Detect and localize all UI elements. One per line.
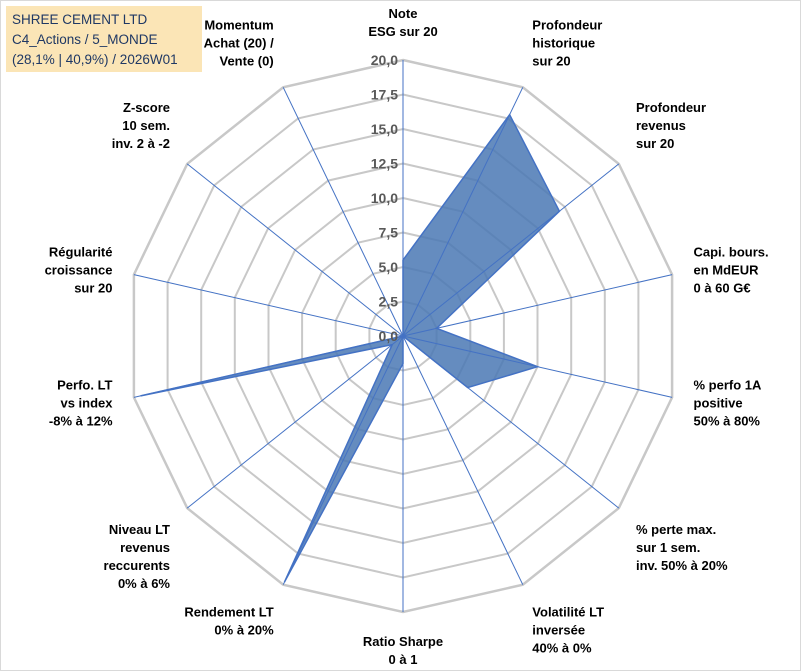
category-label-1: Profondeur historique sur 20 [532,18,602,69]
category-label-line: Capi. bours. [694,245,769,260]
category-label-line: % perte max. [636,522,716,537]
r-tick-label-0: 0,0 [379,328,399,344]
category-label-line: 0% à 20% [214,623,274,638]
category-label-line: Ratio Sharpe [363,634,443,649]
chart-title-box: SHREE CEMENT LTD C4_Actions / 5_MONDE (2… [6,6,202,72]
category-label-line: Régularité [49,245,113,260]
category-label-3: Capi. bours. en MdEUR 0 à 60 G€ [694,245,769,296]
category-label-2: Profondeur revenus sur 20 [636,100,706,151]
r-tick-label-1: 2,5 [379,294,399,310]
category-label-line: inversée [532,623,585,638]
category-labels: Note ESG sur 20 Profondeur historique sur 20… [45,6,769,667]
category-label-line: ESG sur 20 [368,24,437,39]
radar-spokes [133,60,673,612]
category-label-line: Note [389,6,418,21]
category-label-line: Achat (20) / [204,36,274,51]
category-label-line: sur 20 [532,54,570,69]
r-tick-label-6: 15,0 [371,121,398,137]
category-label-line: sur 20 [636,136,674,151]
category-label-line: Profondeur [532,18,602,33]
category-label-12: Z-score 10 sem. inv. 2 à -2 [112,100,170,151]
category-label-line: Perfo. LT [57,377,112,392]
category-label-line: Z-score [123,100,170,115]
spoke-5 [402,335,620,509]
category-label-4: % perfo 1A positive 50% à 80% [694,377,763,428]
r-tick-label-7: 17,5 [371,87,398,103]
spoke-1 [402,87,524,337]
category-label-13: Momentum Achat (20) / Vente (0) [204,18,274,69]
company-name: SHREE CEMENT LTD [12,12,148,27]
category-label-line: 50% à 80% [694,413,761,428]
category-label-line: % perfo 1A [694,377,763,392]
spoke-8 [282,335,404,585]
category-label-line: 0 à 60 G€ [694,281,751,296]
category-label-line: revenus [636,118,686,133]
category-label-line: Vente (0) [220,54,274,69]
spoke-3 [402,274,673,337]
r-tick-label-3: 7,5 [379,225,399,241]
r-tick-label-5: 12,5 [371,156,398,172]
category-label-11: Régularité croissance sur 20 [45,245,113,296]
category-label-line: Rendement LT [184,605,273,620]
category-label-line: 40% à 0% [532,641,592,656]
category-label-7: Ratio Sharpe 0 à 1 [363,634,443,667]
category-label-line: 10 sem. [122,118,170,133]
category-label-line: Volatilité LT [532,605,604,620]
category-label-9: Niveau LT revenus reccurents 0% à 6% [104,522,171,591]
radial-axis-ticks: 0,0 2,5 5,0 7,5 10,0 12,5 15,0 17,5 20,0 [371,52,398,344]
r-tick-label-4: 10,0 [371,190,398,206]
category-label-line: -8% à 12% [49,413,113,428]
period-label: (28,1% | 40,9%) / 2026W01 [12,52,178,67]
category-label-line: revenus [120,540,170,555]
category-label-line: inv. 50% à 20% [636,558,728,573]
category-label-line: Momentum [204,18,273,33]
category-label-line: Profondeur [636,100,706,115]
category-label-0: Note ESG sur 20 [368,6,437,39]
category-label-line: reccurents [104,558,170,573]
portfolio-label: C4_Actions / 5_MONDE [12,32,158,47]
category-label-line: vs index [60,395,113,410]
spoke-11 [133,274,404,337]
spoke-2 [402,163,620,337]
category-label-line: croissance [45,263,113,278]
spoke-12 [186,163,404,337]
category-label-line: 0% à 6% [118,576,170,591]
category-label-line: sur 1 sem. [636,540,700,555]
category-label-8: Rendement LT 0% à 20% [184,605,274,638]
category-label-line: positive [694,395,743,410]
spoke-4 [402,335,673,398]
category-label-10: Perfo. LT vs index -8% à 12% [49,377,113,428]
spoke-13 [282,87,404,337]
r-tick-label-2: 5,0 [379,259,399,275]
category-label-line: inv. 2 à -2 [112,136,170,151]
spoke-10 [133,335,404,398]
category-label-line: historique [532,36,595,51]
spoke-6 [402,335,524,585]
category-label-line: 0 à 1 [389,652,418,667]
category-label-line: Niveau LT [109,522,170,537]
category-label-6: Volatilité LT inversée 40% à 0% [532,605,604,656]
category-label-5: % perte max. sur 1 sem. inv. 50% à 20% [636,522,728,573]
r-tick-label-8: 20,0 [371,52,398,68]
category-label-line: en MdEUR [694,263,760,278]
category-label-line: sur 20 [74,281,112,296]
spoke-9 [186,335,404,509]
